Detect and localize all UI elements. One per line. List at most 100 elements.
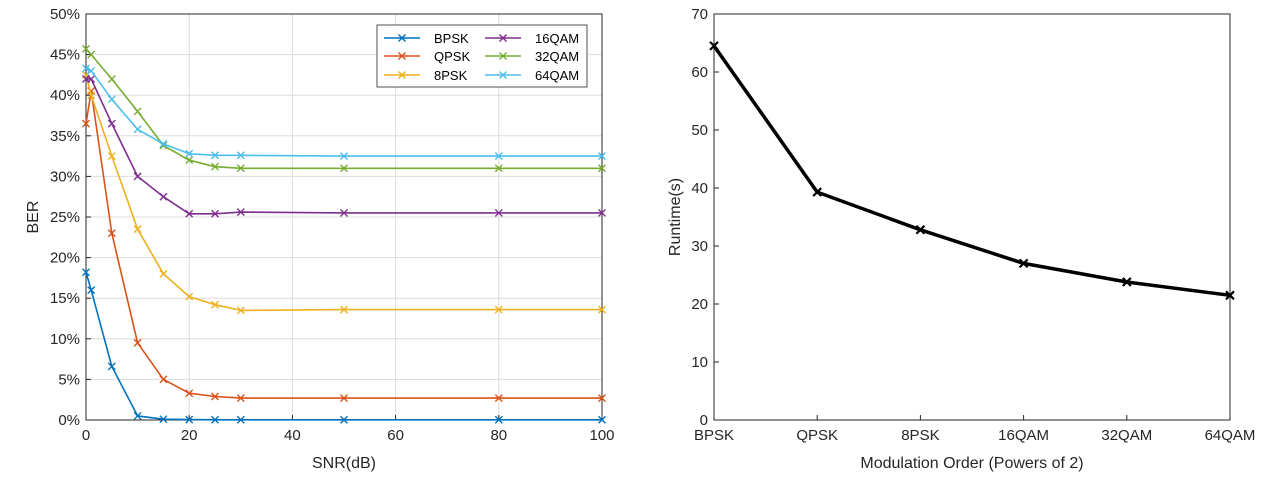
- ber-point-64qam: [598, 152, 606, 161]
- ber-point-64qam-b: [236, 151, 245, 160]
- ber-point-64qam: [211, 151, 219, 160]
- legend-label-8psk: 8PSK: [434, 68, 468, 83]
- runtime-y-tick-label: 60: [691, 64, 708, 81]
- ber-point-bpsk-b: [340, 415, 348, 424]
- runtime-x-tick-label: BPSK: [694, 427, 734, 444]
- ber-point-8psk-b: [340, 305, 348, 314]
- ber-point-qpsk-b: [82, 119, 90, 128]
- ber-point-qpsk: [598, 394, 606, 403]
- ber-point-bpsk-b: [87, 286, 96, 295]
- ber-chart: 0 20 40 60 80 100 0% 5% 10% 15% 20% 25% 30% 35% 40% 45…: [25, 6, 615, 472]
- ber-point-16qam: [598, 208, 606, 217]
- ber-point-16qam-b: [211, 209, 219, 218]
- ber-x-axis-title: SNR(dB): [312, 455, 376, 472]
- runtime-plot-frame: [713, 13, 1231, 421]
- ber-x-tick-label: 100: [589, 427, 614, 444]
- ber-series-group: [82, 44, 606, 424]
- runtime-y-ticks: 0 10 20 30 40 50 60 70: [691, 6, 719, 429]
- runtime-line: [712, 44, 1231, 298]
- runtime-y-tick-label: 30: [691, 238, 708, 255]
- ber-point-8psk-b: [236, 306, 245, 315]
- ber-point-32qam: [87, 50, 96, 59]
- ber-point-qpsk-b: [494, 394, 503, 403]
- ber-point-32qam-b: [82, 44, 90, 53]
- runtime-point: [1122, 277, 1132, 287]
- legend-label-bpsk: BPSK: [434, 31, 469, 46]
- ber-point-64qam-b: [87, 66, 96, 75]
- ber-point-16qam-b: [494, 208, 503, 217]
- ber-x-tick-label: 80: [490, 427, 507, 444]
- ber-point-qpsk-b: [159, 375, 168, 384]
- ber-point-bpsk: [211, 415, 219, 424]
- ber-point-16qam: [340, 208, 348, 217]
- runtime-point: [1225, 290, 1235, 301]
- ber-point-32qam-b: [211, 162, 219, 171]
- ber-y-axis-title: BER: [25, 201, 42, 234]
- ber-point-64qam-b: [159, 139, 168, 148]
- ber-point-qpsk-b: [236, 394, 245, 403]
- ber-point-8psk-b: [159, 269, 168, 278]
- ber-point-16qam: [494, 208, 503, 217]
- ber-point-qpsk: [211, 392, 219, 401]
- ber-point-qpsk-b: [133, 338, 142, 347]
- ber-point-16qam-b: [159, 192, 168, 201]
- ber-point-32qam-b: [159, 141, 168, 150]
- ber-point-8psk-b: [598, 305, 606, 314]
- ber-point-32qam-b: [87, 50, 96, 59]
- runtime-y-axis-title: Runtime(s): [667, 178, 684, 256]
- legend-marker-8psk-b: [398, 71, 406, 79]
- ber-point-qpsk: [340, 394, 348, 403]
- ber-point-16qam-b: [87, 74, 96, 83]
- ber-point-64qam: [340, 152, 348, 161]
- ber-point-32qam: [236, 164, 245, 173]
- ber-point-64qam-b: [82, 64, 90, 73]
- ber-point-64qam-b: [211, 151, 219, 160]
- ber-legend: BPSK QPSK 8PSK 16QAM 32QAM 64QAM: [376, 24, 588, 88]
- ber-point-bpsk: [598, 415, 606, 424]
- ber-point-32qam-b: [598, 164, 606, 173]
- ber-point-32qam: [107, 74, 116, 83]
- runtime-y-tick-label: 20: [691, 296, 708, 313]
- ber-point-64qam-b: [598, 152, 606, 161]
- ber-y-tick-label: 35%: [50, 128, 80, 145]
- ber-point-64qam: [236, 151, 245, 160]
- runtime-point-b: [1018, 258, 1029, 269]
- runtime-x-tick-label: 8PSK: [901, 427, 939, 444]
- legend-marker-qpsk-b: [398, 52, 406, 60]
- runtime-x-axis-title: Modulation Order (Powers of 2): [860, 455, 1083, 472]
- ber-point-qpsk: [107, 229, 116, 238]
- ber-point-bpsk-b: [133, 411, 142, 420]
- runtime-point: [812, 187, 822, 197]
- ber-x-tick-label: 0: [82, 427, 90, 444]
- legend-marker-64qam-b: [499, 71, 507, 79]
- ber-point-32qam-b: [133, 107, 142, 116]
- ber-point-qpsk: [185, 389, 194, 398]
- ber-point-bpsk: [107, 362, 116, 371]
- ber-point-8psk-b: [494, 305, 503, 314]
- ber-point-8psk-b: [87, 91, 96, 100]
- runtime-point: [709, 41, 719, 51]
- ber-point-qpsk-b: [211, 392, 219, 401]
- ber-point-16qam-b: [133, 172, 142, 181]
- ber-point-32qam: [185, 156, 194, 165]
- ber-point-32qam-b: [340, 164, 348, 173]
- runtime-point-b: [709, 41, 719, 51]
- ber-point-16qam-b: [236, 208, 245, 217]
- ber-point-bpsk-b: [236, 415, 245, 424]
- runtime-point-b: [812, 187, 822, 197]
- ber-x-tick-label: 40: [284, 427, 301, 444]
- ber-point-8psk: [340, 305, 348, 314]
- runtime-point: [915, 224, 926, 235]
- legend-marker-32qam: [499, 52, 507, 60]
- ber-point-bpsk: [133, 411, 142, 420]
- ber-point-16qam: [133, 172, 142, 181]
- ber-point-8psk: [236, 306, 245, 315]
- ber-point-bpsk: [236, 415, 245, 424]
- ber-point-16qam: [87, 74, 96, 83]
- ber-point-64qam: [159, 139, 168, 148]
- ber-point-bpsk-b: [159, 415, 168, 424]
- ber-point-32qam-b: [236, 164, 245, 173]
- ber-point-8psk: [185, 292, 194, 301]
- ber-point-qpsk-b: [107, 229, 116, 238]
- ber-point-16qam-b: [340, 208, 348, 217]
